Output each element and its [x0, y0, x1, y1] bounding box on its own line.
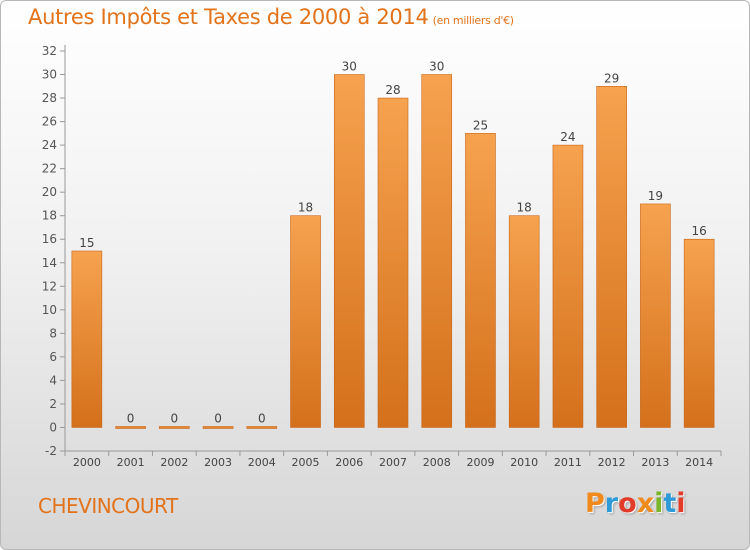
y-tick-label: 30: [42, 68, 57, 82]
x-tick-label: 2003: [204, 456, 232, 469]
bar-2012: [596, 85, 627, 428]
data-label-2005: 18: [298, 201, 313, 215]
x-tick-label: 2013: [641, 456, 669, 469]
x-tick-label: 2005: [292, 456, 320, 469]
x-tick-label: 2012: [598, 456, 626, 469]
bar-2003: [202, 426, 234, 429]
chart-data-labels: 15 0 0 0 0 18 30 28 30 25 18 24 29 19 16: [79, 60, 707, 426]
data-label-2011: 24: [560, 130, 575, 144]
chart-bars: [71, 74, 715, 429]
data-label-2010: 18: [517, 201, 532, 215]
bar-2001: [115, 426, 146, 429]
y-tick-label: 18: [42, 209, 57, 223]
commune-name: CHEVINCOURT: [38, 494, 178, 518]
bar-2006: [333, 74, 365, 428]
bar-2004: [246, 426, 278, 429]
data-label-2006: 30: [342, 60, 357, 74]
logo-letter: x: [636, 488, 655, 519]
bar-2013: [640, 203, 671, 428]
y-tick-label: 2: [49, 397, 57, 411]
y-tick-label: 12: [42, 279, 57, 293]
bar-2010: [508, 215, 540, 428]
data-label-2007: 28: [385, 83, 400, 97]
data-label-2003: 0: [214, 411, 222, 425]
y-tick-label: 0: [49, 420, 57, 434]
bar-2009: [465, 133, 496, 428]
x-tick-label: 2014: [685, 456, 713, 469]
logo-letter: i: [654, 488, 664, 519]
y-tick-label: 14: [42, 256, 57, 270]
y-tick-label: 8: [49, 326, 57, 340]
chart-title-text: Autres Impôts et Taxes de 2000 à 2014: [28, 5, 429, 29]
y-tick-label: 28: [42, 91, 57, 105]
data-label-2013: 19: [648, 189, 663, 203]
y-tick-label: 4: [49, 373, 57, 387]
x-tick-label: 2004: [248, 456, 276, 469]
logo-letter: t: [663, 488, 677, 519]
bar-2002: [159, 426, 190, 429]
bar-2000: [71, 250, 103, 428]
x-tick-label: 2011: [554, 456, 582, 469]
x-tick-label: 2006: [335, 456, 363, 469]
y-tick-label: 24: [42, 138, 57, 152]
y-tick-label: 26: [42, 115, 57, 129]
logo-letter: i: [676, 488, 686, 519]
chart-unit: (en milliers d'€): [432, 14, 514, 27]
logo-letter: P: [585, 488, 605, 519]
x-tick-label: 2008: [423, 456, 451, 469]
data-label-2001: 0: [127, 411, 135, 425]
x-tick-label: 2010: [510, 456, 538, 469]
bar-2008: [421, 74, 453, 428]
bar-2005: [290, 215, 321, 428]
proxiti-logo: Proxiti: [585, 488, 686, 519]
y-tick-label: 32: [42, 44, 57, 58]
data-label-2008: 30: [429, 60, 444, 74]
x-tick-label: 2007: [379, 456, 407, 469]
data-label-2009: 25: [473, 118, 488, 132]
logo-letter: o: [618, 488, 637, 519]
logo-letter: r: [604, 488, 619, 519]
x-tick-label: 2009: [466, 456, 494, 469]
bar-2007: [377, 97, 409, 428]
y-tick-label: 22: [42, 162, 57, 176]
y-tick-label: 20: [42, 185, 57, 199]
data-label-2004: 0: [258, 411, 266, 425]
y-tick-label: 10: [42, 303, 57, 317]
x-tick-label: 2001: [117, 456, 145, 469]
x-tick-label: 2000: [73, 456, 101, 469]
y-tick-label: 16: [42, 232, 57, 246]
y-tick-label: 6: [49, 350, 57, 364]
data-label-2014: 16: [691, 224, 706, 238]
bar-2014: [683, 238, 715, 428]
chart-title: Autres Impôts et Taxes de 2000 à 2014 (en…: [28, 5, 514, 29]
data-label-2000: 15: [79, 236, 94, 250]
bar-2011: [552, 144, 584, 428]
y-tick-label: -2: [45, 444, 57, 458]
x-tick-label: 2002: [160, 456, 188, 469]
data-label-2012: 29: [604, 71, 619, 85]
data-label-2002: 0: [171, 411, 179, 425]
